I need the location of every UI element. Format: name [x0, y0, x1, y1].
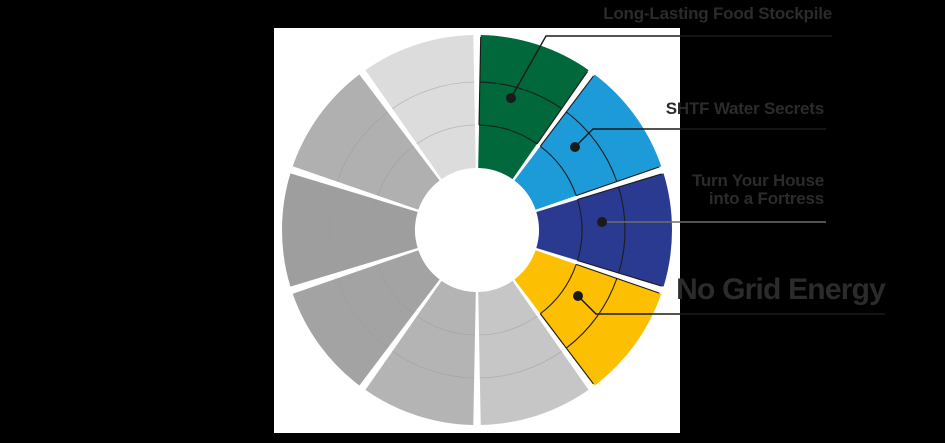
wheel-gridline-radial — [576, 263, 660, 294]
wheel-gridline-arc — [479, 315, 538, 336]
donut-wheel-chart[interactable] — [274, 28, 680, 433]
wheel-segment[interactable] — [536, 173, 672, 287]
wheel-gridline-arc — [479, 124, 538, 145]
wheel-gridline-radial — [577, 259, 662, 287]
wheel-segment[interactable] — [478, 280, 589, 425]
wheel-segment[interactable] — [292, 250, 440, 386]
wheel-gridline-radial — [576, 166, 660, 197]
wheel-segment[interactable] — [282, 173, 418, 287]
wheel-gridline-radial — [577, 173, 662, 201]
wheel-gridline-arc — [565, 278, 618, 349]
wheel-segment[interactable] — [292, 74, 440, 210]
wheel-gridline-arc — [392, 351, 475, 379]
wheel-gridline-arc — [377, 264, 414, 315]
callout-label-turn-your-house-into-a-fortress[interactable]: Turn Your House into a Fortress — [691, 171, 824, 209]
wheel-gridline-arc — [540, 145, 577, 196]
wheel-gridline-arc — [377, 145, 414, 196]
wheel-gridline-arc — [479, 351, 562, 379]
wheel-gridline-arc — [576, 199, 583, 261]
wheel-segment[interactable] — [514, 250, 662, 386]
wheel-gridline-radial — [539, 313, 594, 385]
wheel-gridline-arc — [336, 111, 388, 182]
wheel-segment[interactable] — [365, 35, 476, 180]
wheel-segment[interactable] — [365, 280, 476, 425]
wheel-gridline-arc — [371, 199, 377, 261]
wheel-gridline-arc — [336, 278, 388, 349]
callout-label-long-lasting-food-stockpile[interactable]: Long-Lasting Food Stockpile — [603, 4, 832, 23]
wheel-segments — [282, 35, 672, 425]
callout-label-no-grid-energy[interactable]: No Grid Energy — [676, 273, 886, 306]
wheel-gridline-arc — [328, 186, 336, 274]
wheel-gridline-arc — [416, 124, 475, 145]
callout-label-shtf-water-secrets[interactable]: SHTF Water Secrets — [665, 99, 824, 118]
wheel-gridline-arc — [416, 315, 475, 336]
wheel-gridline-arc — [540, 264, 577, 315]
chart-panel — [274, 28, 680, 433]
wheel-gridline-radial — [478, 37, 482, 126]
wheel-gridline-arc — [618, 186, 626, 274]
wheel-gridline-arc — [392, 81, 475, 109]
wheel-gridlines — [328, 37, 662, 385]
